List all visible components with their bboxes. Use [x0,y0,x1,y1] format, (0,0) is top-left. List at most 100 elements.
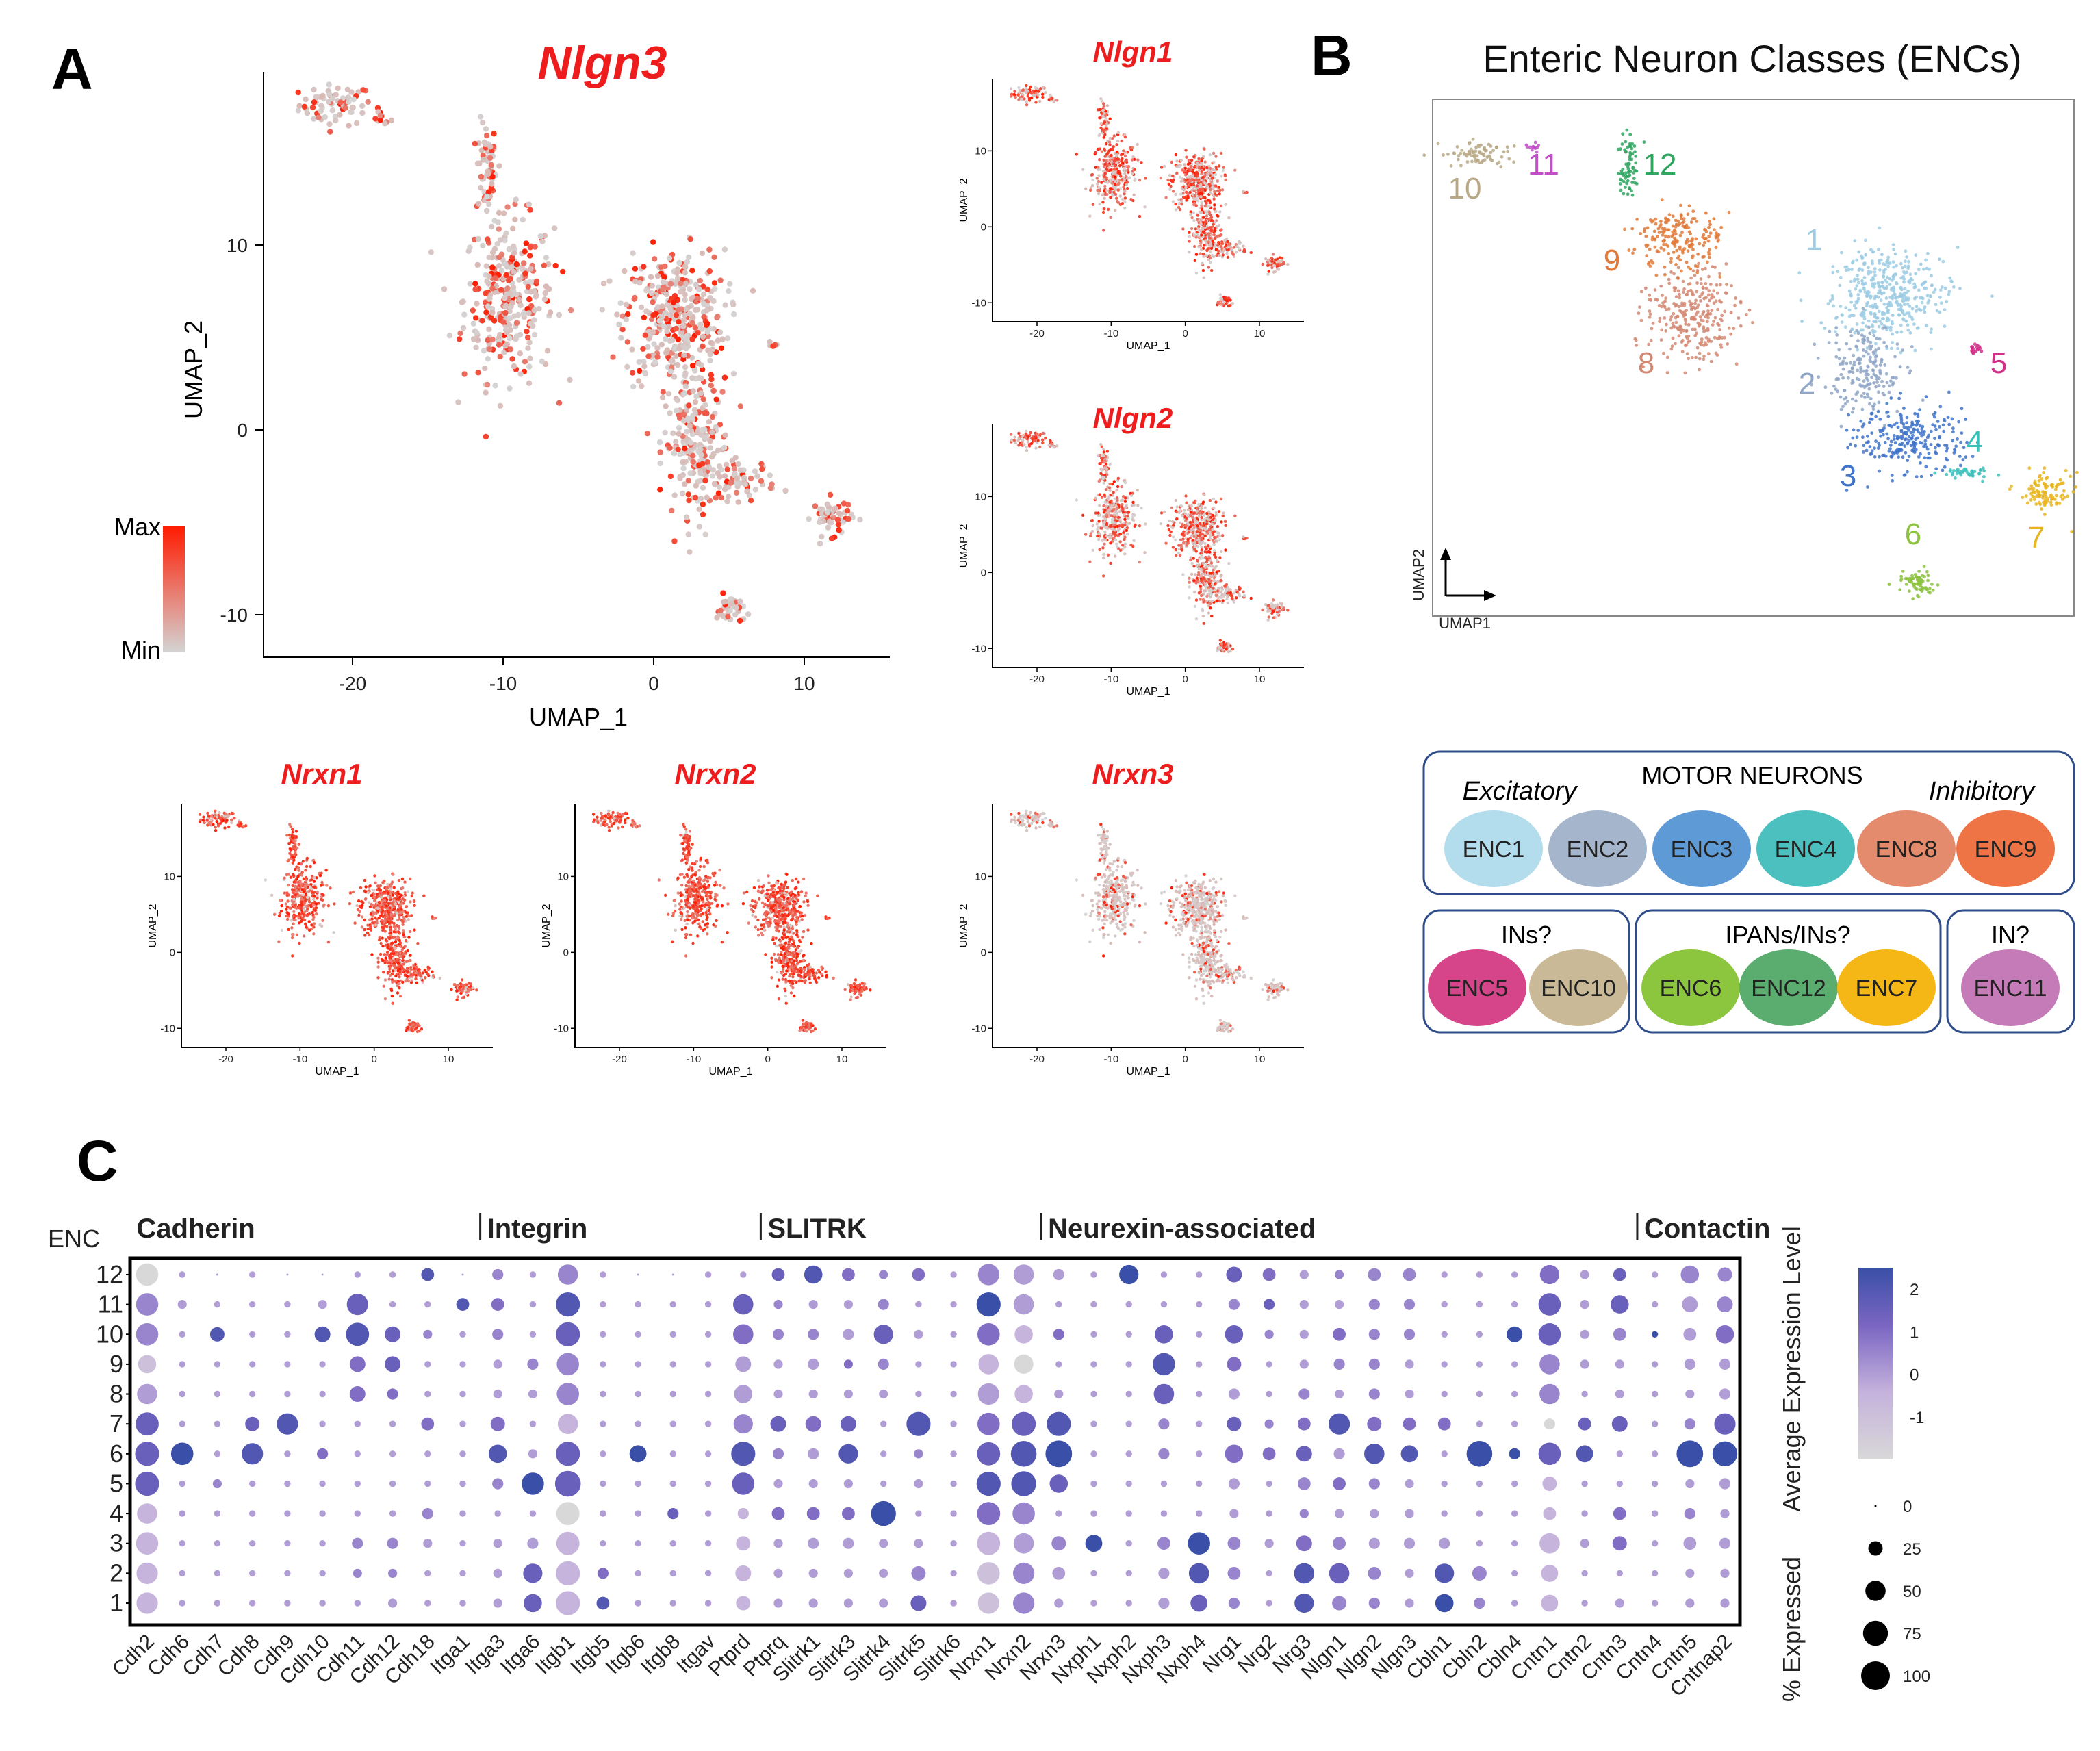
umap-cell-point [1199,593,1203,598]
umap-cell-point [459,982,463,986]
umap-cell-point [388,908,392,912]
umap-cell-point [1110,527,1114,531]
umap-cell-point [290,834,294,838]
umap-cell-point [1186,162,1190,166]
umap-cell-point [1174,153,1178,157]
umap-cell-point [389,959,392,962]
umap-cell-point [1209,246,1214,250]
umap-cell-point [299,907,303,910]
umap-cell-point [728,480,734,486]
umap-cell-point [686,497,692,504]
umap-cell-point [383,961,387,964]
umap-cell-point [677,289,684,295]
umap-cell-point [1103,120,1107,124]
umap-cell-point [657,487,663,493]
umap-cell-point [1123,200,1127,203]
umap-cell-point [1179,504,1183,508]
umap-cell-point [1225,597,1229,601]
umap-cell-point [415,1030,420,1034]
umap-cell-point [1032,439,1036,443]
umap-cell-point [685,478,691,484]
umap-cell-point [673,325,679,332]
umap-cell-point [750,287,756,294]
umap-cell-point [1209,216,1214,219]
umap-cell-point [704,286,710,292]
umap-cell-point [1123,535,1127,539]
umap-cell-point [1280,259,1283,263]
colorbar-max-label: Max [114,513,161,541]
umap-cell-point [373,874,376,878]
umap-cell-point [678,329,685,335]
umap-cell-point [1212,233,1216,237]
umap-cell-point [383,997,387,1001]
umap-cell-point [643,308,650,314]
umap-cell-point [1125,528,1129,533]
umap-cell-point [233,817,236,820]
umap-cell-point [457,330,463,337]
umap-cell-point [1266,604,1270,608]
umap-cell-point [225,819,229,822]
umap-cell-point [388,973,392,977]
umap-cell-point [398,975,401,979]
umap-cell-point [1041,431,1045,435]
umap-cell-point [658,342,665,348]
umap-cell-point [1227,642,1231,646]
umap-cell-point [1202,561,1205,565]
umap-cell-point [1191,185,1194,189]
umap-cell-point [1171,520,1175,524]
umap-cell-point [469,984,472,988]
umap-cell-point [539,358,545,365]
umap-cell-point [697,470,704,476]
umap-cell-point [416,1022,420,1025]
umap-cell-point [1052,100,1055,103]
umap-cell-point [295,906,298,910]
umap-cell-point [721,473,728,479]
umap-cell-point [1211,513,1214,517]
umap-cell-point [1021,92,1024,96]
umap-cell-point [369,912,372,916]
umap-cell-point [1088,214,1092,218]
umap-cell-point [1207,579,1211,583]
umap-cell-point [684,333,690,340]
umap-cell-point [476,201,482,207]
umap-cell-point [513,336,519,342]
umap-cell-point [420,1027,424,1031]
umap-cell-point [382,891,385,895]
umap-cell-point [767,472,773,478]
umap-main-ytick: 0 [237,420,248,441]
umap-cell-point [1205,522,1209,526]
umap-cell-point [1186,537,1190,541]
umap-cell-point [285,917,290,921]
umap-cell-point [1105,104,1110,107]
umap-cell-point [1112,190,1116,194]
umap-cell-point [291,830,294,834]
umap-cell-point [632,294,638,301]
umap-cell-point [402,946,406,949]
umap-cell-point [1120,505,1123,509]
umap-cell-point [426,965,430,969]
umap-cell-point [1193,511,1196,515]
umap-cell-point [1199,181,1203,184]
umap-cell-point [685,491,691,498]
umap-cell-point [1112,177,1115,181]
umap-cell-point [667,410,673,416]
umap-cell-point [1101,556,1105,560]
umap-cell-point [486,254,492,261]
umap-cell-point [385,943,388,947]
umap-cell-point [1242,248,1246,252]
umap-cell-point [1099,97,1103,101]
umap-main-ylabel: UMAP_2 [179,320,207,419]
umap-cell-point [1103,508,1107,512]
umap-cell-point [526,201,532,207]
umap-cell-point [1242,535,1245,539]
umap-cell-point [411,1025,415,1030]
umap-cell-point [524,334,531,341]
umap-cell-point [1100,496,1104,499]
umap-cell-point [455,998,459,1001]
umap-cell-point [371,921,374,925]
umap-cell-point [1218,192,1221,196]
umap-cell-point [1209,592,1214,596]
umap-cell-point [329,886,332,890]
umap-cell-point [316,890,319,894]
umap-cell-point [1200,504,1203,508]
